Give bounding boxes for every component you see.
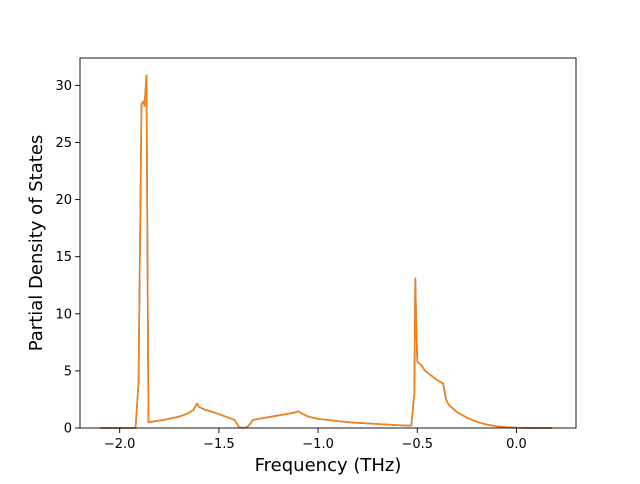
x-tick-label: −2.0 [104, 437, 136, 452]
plot-area-frame [79, 57, 577, 429]
y-tick-label: 5 [64, 364, 72, 379]
x-tick-label: −0.5 [401, 437, 433, 452]
y-tick-label: 15 [55, 250, 72, 265]
series-layer [99, 74, 553, 429]
x-axis-label: Frequency (THz) [255, 455, 402, 476]
y-tick-label: 20 [55, 193, 72, 208]
y-tick-label: 0 [64, 422, 72, 437]
series-line-1 [99, 74, 553, 429]
x-tick-label: 0.0 [506, 437, 527, 452]
y-tick-label: 10 [55, 307, 72, 322]
x-axis-ticks: −2.0 −1.5 −1.0 −0.5 0.0 [104, 428, 527, 452]
x-tick-label: −1.0 [302, 437, 334, 452]
y-axis-label: Partial Density of States [26, 135, 47, 352]
x-tick-label: −1.5 [203, 437, 235, 452]
y-tick-label: 25 [55, 136, 72, 151]
series-line-2 [99, 74, 553, 429]
y-axis-ticks: 0 5 10 15 20 25 30 [55, 79, 80, 437]
y-tick-label: 30 [55, 79, 72, 94]
